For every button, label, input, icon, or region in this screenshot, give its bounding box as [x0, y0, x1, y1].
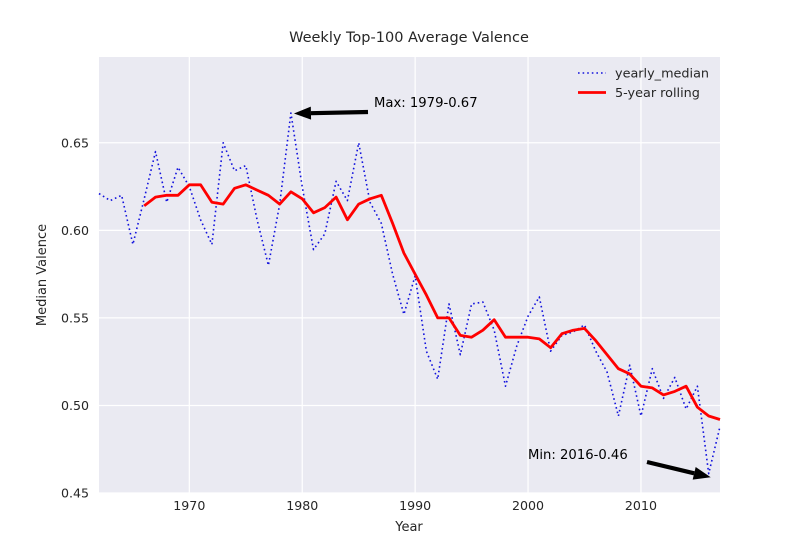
gridlines [99, 57, 720, 494]
x-tick-label: 2000 [512, 498, 544, 513]
max-annotation-text: Max: 1979-0.67 [374, 96, 478, 111]
data-series [98, 112, 721, 475]
y-tick-label: 0.55 [61, 310, 89, 325]
x-tick-label: 2010 [625, 498, 657, 513]
yearly-median-line [98, 112, 721, 475]
tick-labels: 1970 1980 1990 2000 2010 0.45 0.50 0.55 0.60 0.65 [61, 135, 657, 513]
min-annotation-arrow-head [692, 466, 711, 480]
legend-label-5-year-rolling: 5-year rolling [615, 86, 700, 101]
y-tick-label: 0.50 [61, 398, 89, 413]
legend-line-samples [578, 72, 606, 94]
plot-area [99, 57, 720, 493]
x-tick-label: 1980 [286, 498, 318, 513]
y-tick-label: 0.65 [61, 135, 89, 150]
x-axis-label: Year [394, 520, 423, 535]
min-annotation-arrow [646, 459, 695, 476]
legend-label-yearly-median: yearly_median [615, 67, 709, 82]
min-annotation-text: Min: 2016-0.46 [528, 448, 628, 463]
max-annotation-arrow [310, 109, 369, 116]
annotations: Max: 1979-0.67 Min: 2016-0.46 [293, 96, 711, 480]
y-tick-label: 0.45 [61, 486, 89, 501]
y-tick-label: 0.60 [61, 223, 89, 238]
x-tick-label: 1970 [173, 498, 205, 513]
x-tick-label: 1990 [399, 498, 431, 513]
y-axis-label: Median Valence [35, 224, 50, 326]
rolling-mean-line [143, 183, 721, 421]
chart-title: Weekly Top-100 Average Valence [289, 30, 529, 46]
legend: yearly_median 5-year rolling [578, 67, 709, 101]
annotation-arrows [293, 106, 711, 480]
max-annotation-arrow-head [293, 106, 312, 120]
